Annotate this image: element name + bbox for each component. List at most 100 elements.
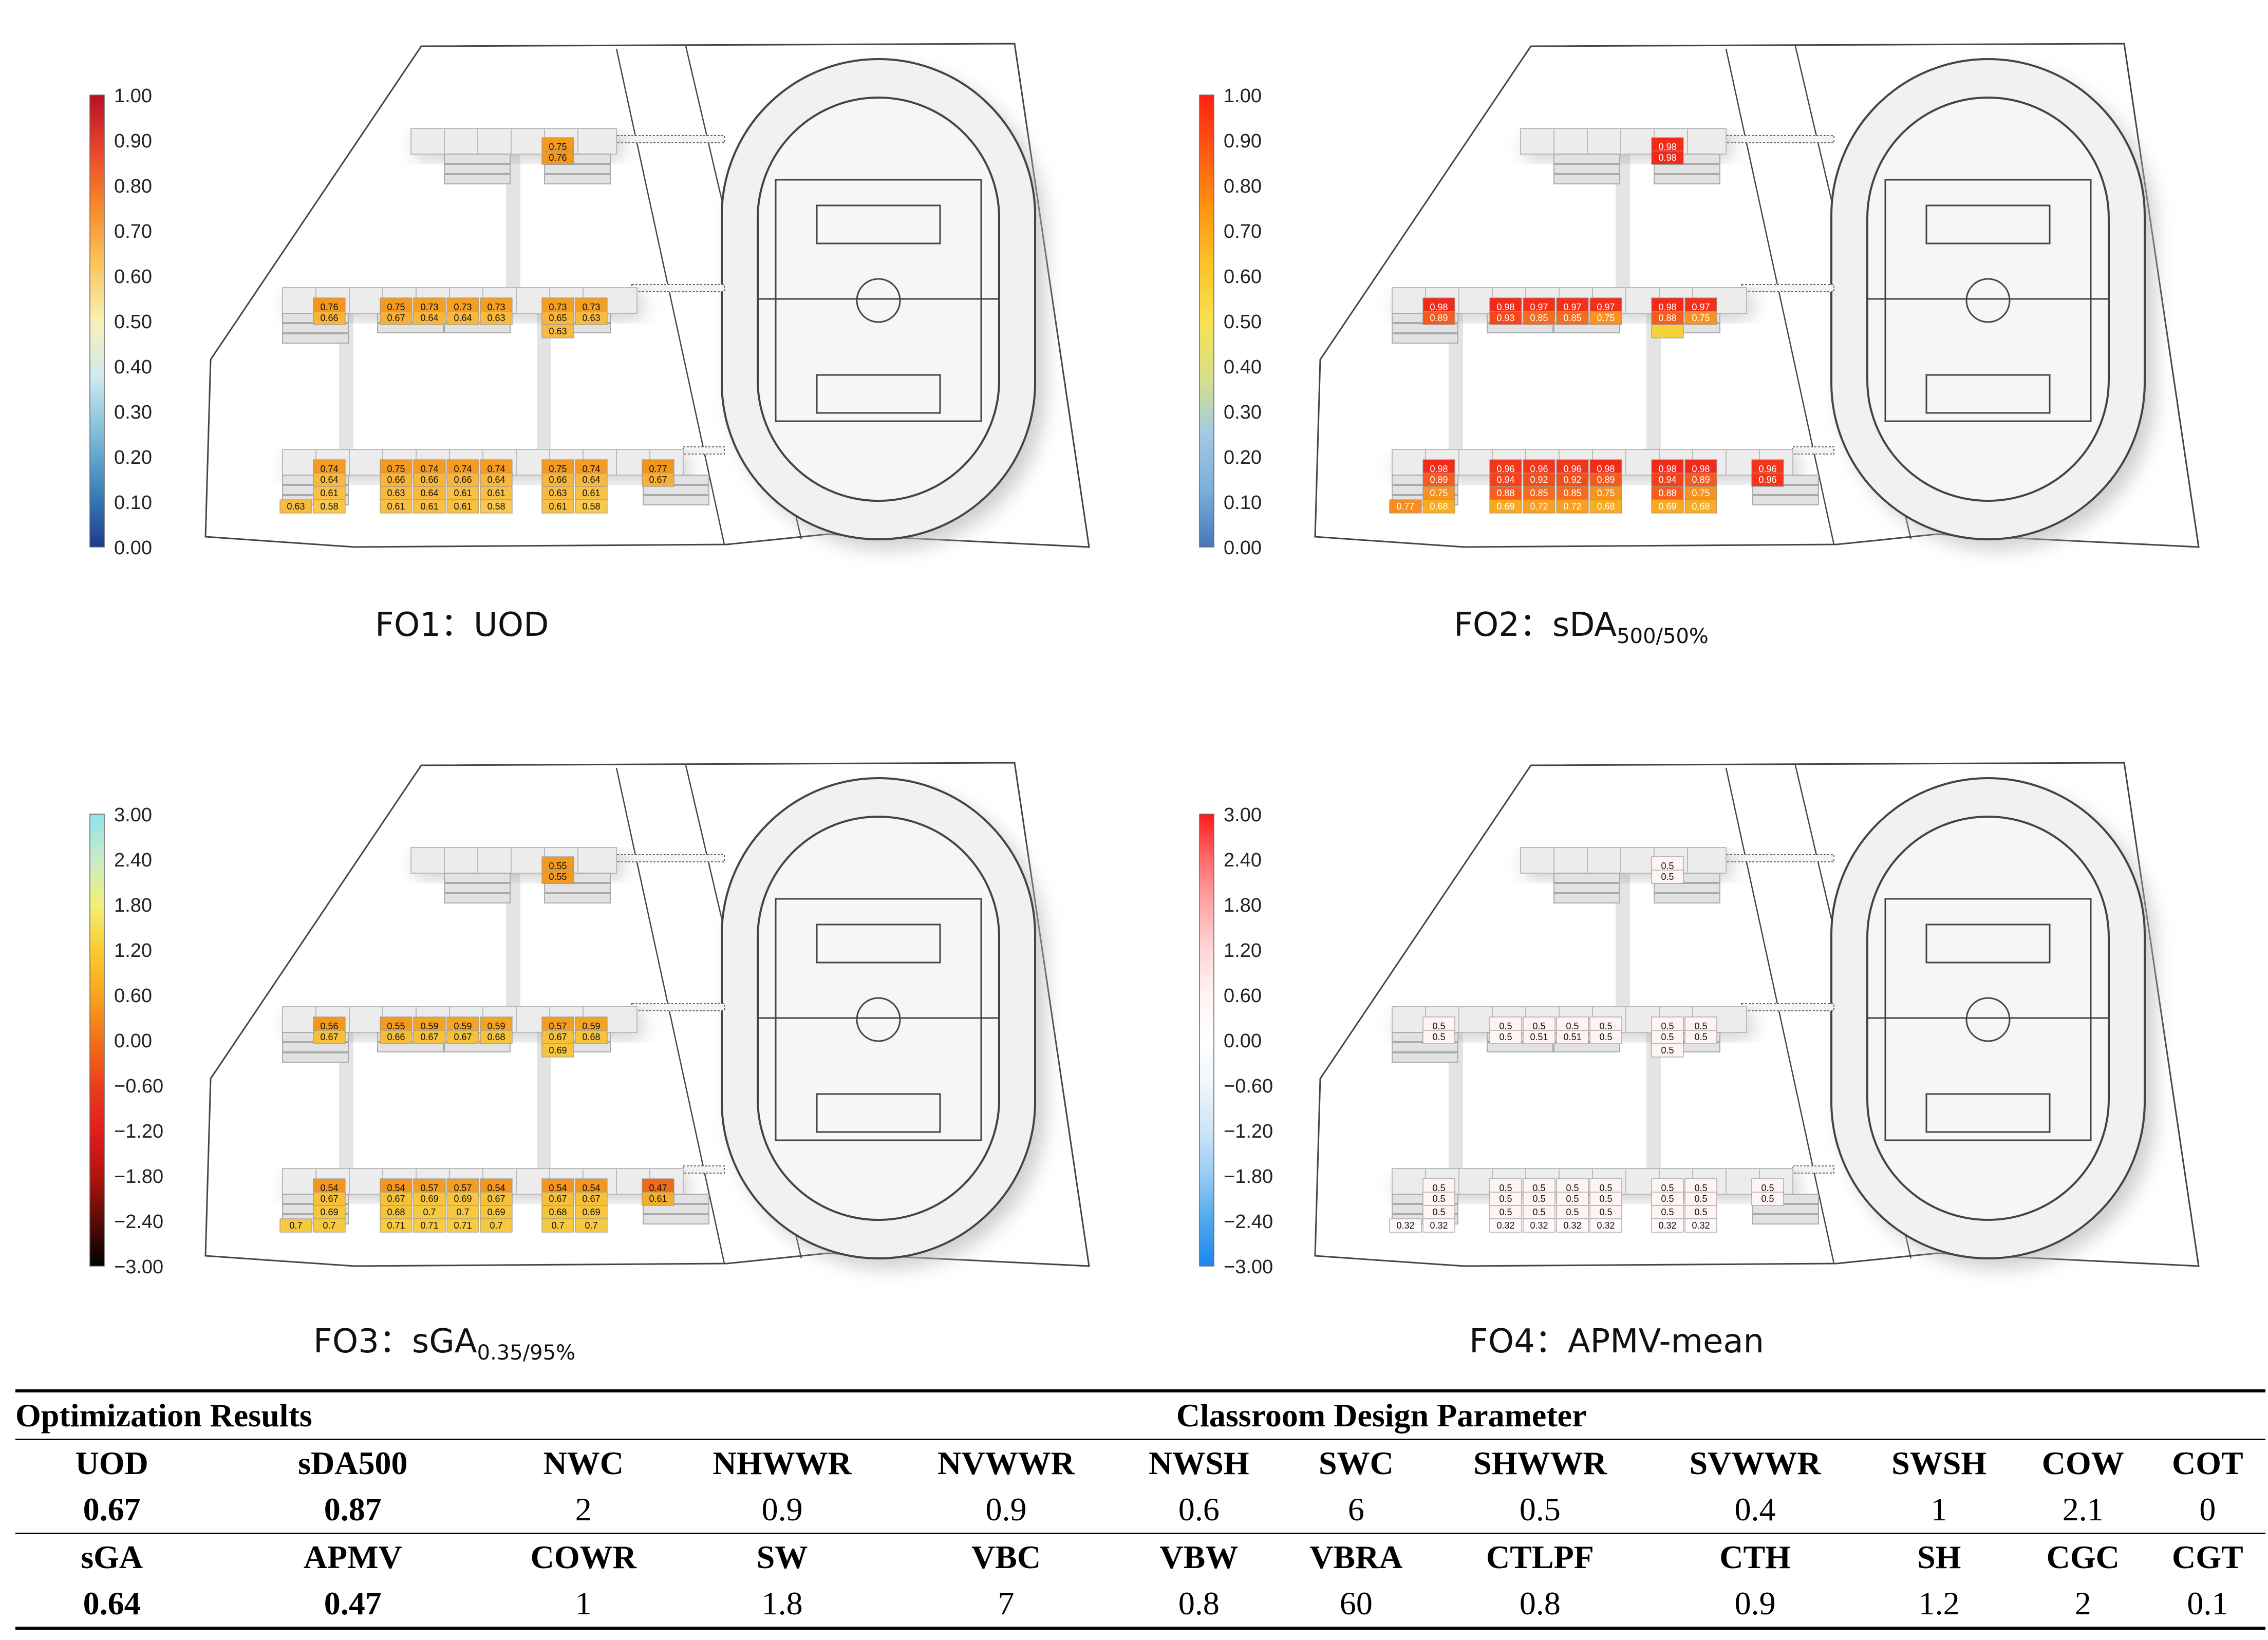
color-scale-tick: 0.10 xyxy=(114,492,152,514)
color-scale-tick: 3.00 xyxy=(1224,804,1262,826)
svg-text:0.5: 0.5 xyxy=(1661,1045,1674,1055)
floor-slab xyxy=(282,1042,349,1052)
svg-text:0.67: 0.67 xyxy=(582,1194,600,1204)
color-scale-tick: 0.60 xyxy=(1224,266,1262,288)
panel-fo4-apmv: 0.5 0.5 0.5 0.5 0.5 0.5 0.5 0.51 0.5 0.51 0.5 0.5 0.… xyxy=(1110,740,2240,1423)
room-value-cell: 0.61 xyxy=(480,486,513,500)
svg-text:0.75: 0.75 xyxy=(549,464,567,474)
color-scale-tick: 0.50 xyxy=(114,311,152,333)
svg-text:0.67: 0.67 xyxy=(320,1194,338,1204)
svg-text:0.88: 0.88 xyxy=(1658,313,1676,323)
room-value-cell: 0.68 xyxy=(1589,499,1622,514)
floor-slab xyxy=(444,323,511,333)
svg-text:0.5: 0.5 xyxy=(1599,1032,1612,1042)
table-header-row-2: sGA APMV COWR SW VBC VBW VBRA CTLPF CTH SH CGC CGT xyxy=(15,1533,2265,1580)
room-value-cell: 0.5 xyxy=(1684,1030,1717,1044)
svg-text:0.5: 0.5 xyxy=(1532,1183,1545,1193)
color-scale-tick: 0.00 xyxy=(1224,537,1262,559)
floor-slab xyxy=(444,174,511,184)
color-scale-tick: −3.00 xyxy=(1224,1256,1273,1278)
svg-text:0.74: 0.74 xyxy=(320,464,338,474)
svg-text:0.69: 0.69 xyxy=(549,1045,567,1055)
svg-text:0.75: 0.75 xyxy=(1597,488,1615,498)
floor-slab xyxy=(1392,333,1458,344)
table-cell: 1 xyxy=(1930,1491,1947,1528)
campus-plan-fo1: 0.750.760.760.660.750.670.730.640.730.64… xyxy=(89,43,1090,559)
room-value-cell: 0.76 xyxy=(541,150,574,165)
svg-text:0.61: 0.61 xyxy=(387,501,405,512)
floor-slab xyxy=(1487,1042,1553,1052)
room-value-cell: 0.61 xyxy=(446,486,479,500)
svg-text:0.68: 0.68 xyxy=(1692,501,1710,512)
svg-text:0.69: 0.69 xyxy=(1496,501,1514,512)
svg-text:0.88: 0.88 xyxy=(1658,488,1676,498)
svg-text:0.89: 0.89 xyxy=(1597,475,1615,485)
svg-text:0.89: 0.89 xyxy=(1430,313,1448,323)
room-value-cell: 0.65 xyxy=(541,311,574,325)
room-value-cell: 0.32 xyxy=(1651,1218,1684,1233)
room-value-cell: 0.67 xyxy=(541,1192,574,1206)
color-scale-tick: 0.50 xyxy=(1224,311,1262,333)
color-scale-tick: 1.20 xyxy=(114,940,152,962)
svg-text:0.98: 0.98 xyxy=(1658,464,1676,474)
table-cell: 2.1 xyxy=(2062,1491,2104,1528)
table-cell: UOD xyxy=(15,1439,209,1486)
floor-slab xyxy=(377,1042,444,1052)
room-value-cell: 0.66 xyxy=(380,1030,413,1044)
svg-text:0.54: 0.54 xyxy=(582,1183,600,1193)
svg-text:0.94: 0.94 xyxy=(1658,475,1676,485)
sports-field xyxy=(721,58,1045,550)
svg-text:0.92: 0.92 xyxy=(1530,475,1548,485)
room-value-cell: 0.66 xyxy=(541,473,574,487)
svg-text:0.74: 0.74 xyxy=(487,464,505,474)
room-value-cell: 0.77 xyxy=(1389,499,1422,514)
svg-text:0.61: 0.61 xyxy=(649,1194,667,1204)
svg-text:0.7: 0.7 xyxy=(490,1220,502,1231)
table-cell: 7 xyxy=(894,1580,1118,1630)
connecting-corridors xyxy=(1715,135,1834,455)
room-value-cell: 0.98 xyxy=(1651,150,1684,165)
svg-text:0.73: 0.73 xyxy=(420,302,438,312)
svg-text:0.93: 0.93 xyxy=(1496,313,1514,323)
table-cell: CGT xyxy=(2149,1533,2265,1580)
svg-text:0.64: 0.64 xyxy=(420,488,438,498)
color-scale-tick: −2.40 xyxy=(114,1211,163,1233)
color-scale-tick: 1.20 xyxy=(1224,940,1262,962)
panel-title-fo1: FO1：UOD xyxy=(375,606,549,644)
svg-text:0.5: 0.5 xyxy=(1432,1021,1445,1031)
room-value-cell: 0.71 xyxy=(380,1218,413,1233)
table-cell: NVWWR xyxy=(894,1439,1118,1486)
room-value-cell: 0.71 xyxy=(413,1218,446,1233)
table-cell: NWSH xyxy=(1117,1439,1281,1486)
building-north xyxy=(410,128,622,159)
table-header-row-1: UOD sDA500 NWC NHWWR NVWWR NWSH SWC SHWWR SVWWR S… xyxy=(15,1439,2265,1486)
floor-slab xyxy=(282,333,349,344)
room-value-cell: 0.5 xyxy=(1684,1192,1717,1206)
svg-text:0.5: 0.5 xyxy=(1599,1021,1612,1031)
connecting-corridors xyxy=(1715,854,1834,1174)
svg-text:0.59: 0.59 xyxy=(582,1021,600,1031)
table-cell: SVWWR xyxy=(1648,1439,1862,1486)
svg-text:0.98: 0.98 xyxy=(1430,302,1448,312)
svg-text:0.96: 0.96 xyxy=(1758,475,1776,485)
table-cell: SHWWR xyxy=(1432,1439,1648,1486)
room-value-cell: 0.69 xyxy=(313,1205,346,1219)
svg-text:0.68: 0.68 xyxy=(549,1207,567,1217)
color-scale-tick: −0.60 xyxy=(114,1076,163,1097)
table-cell: VBRA xyxy=(1280,1533,1432,1580)
svg-text:0.51: 0.51 xyxy=(1563,1032,1581,1042)
sports-field xyxy=(1830,777,2155,1269)
table-cell: VBW xyxy=(1117,1533,1281,1580)
room-value-cell: 0.68 xyxy=(575,1030,608,1044)
table-cell: 60 xyxy=(1280,1580,1432,1630)
svg-text:0.5: 0.5 xyxy=(1599,1207,1612,1217)
svg-text:0.66: 0.66 xyxy=(454,475,472,485)
room-value-cell: 0.75 xyxy=(1589,486,1622,500)
svg-text:0.5: 0.5 xyxy=(1532,1021,1545,1031)
room-value-cell: 0.5 xyxy=(1651,1192,1684,1206)
table-cell: 0.5 xyxy=(1519,1491,1561,1528)
floor-slab xyxy=(1654,883,1720,893)
room-value-cell: 0.32 xyxy=(1489,1218,1522,1233)
floor-slab xyxy=(377,323,444,333)
svg-text:0.5: 0.5 xyxy=(1432,1207,1445,1217)
